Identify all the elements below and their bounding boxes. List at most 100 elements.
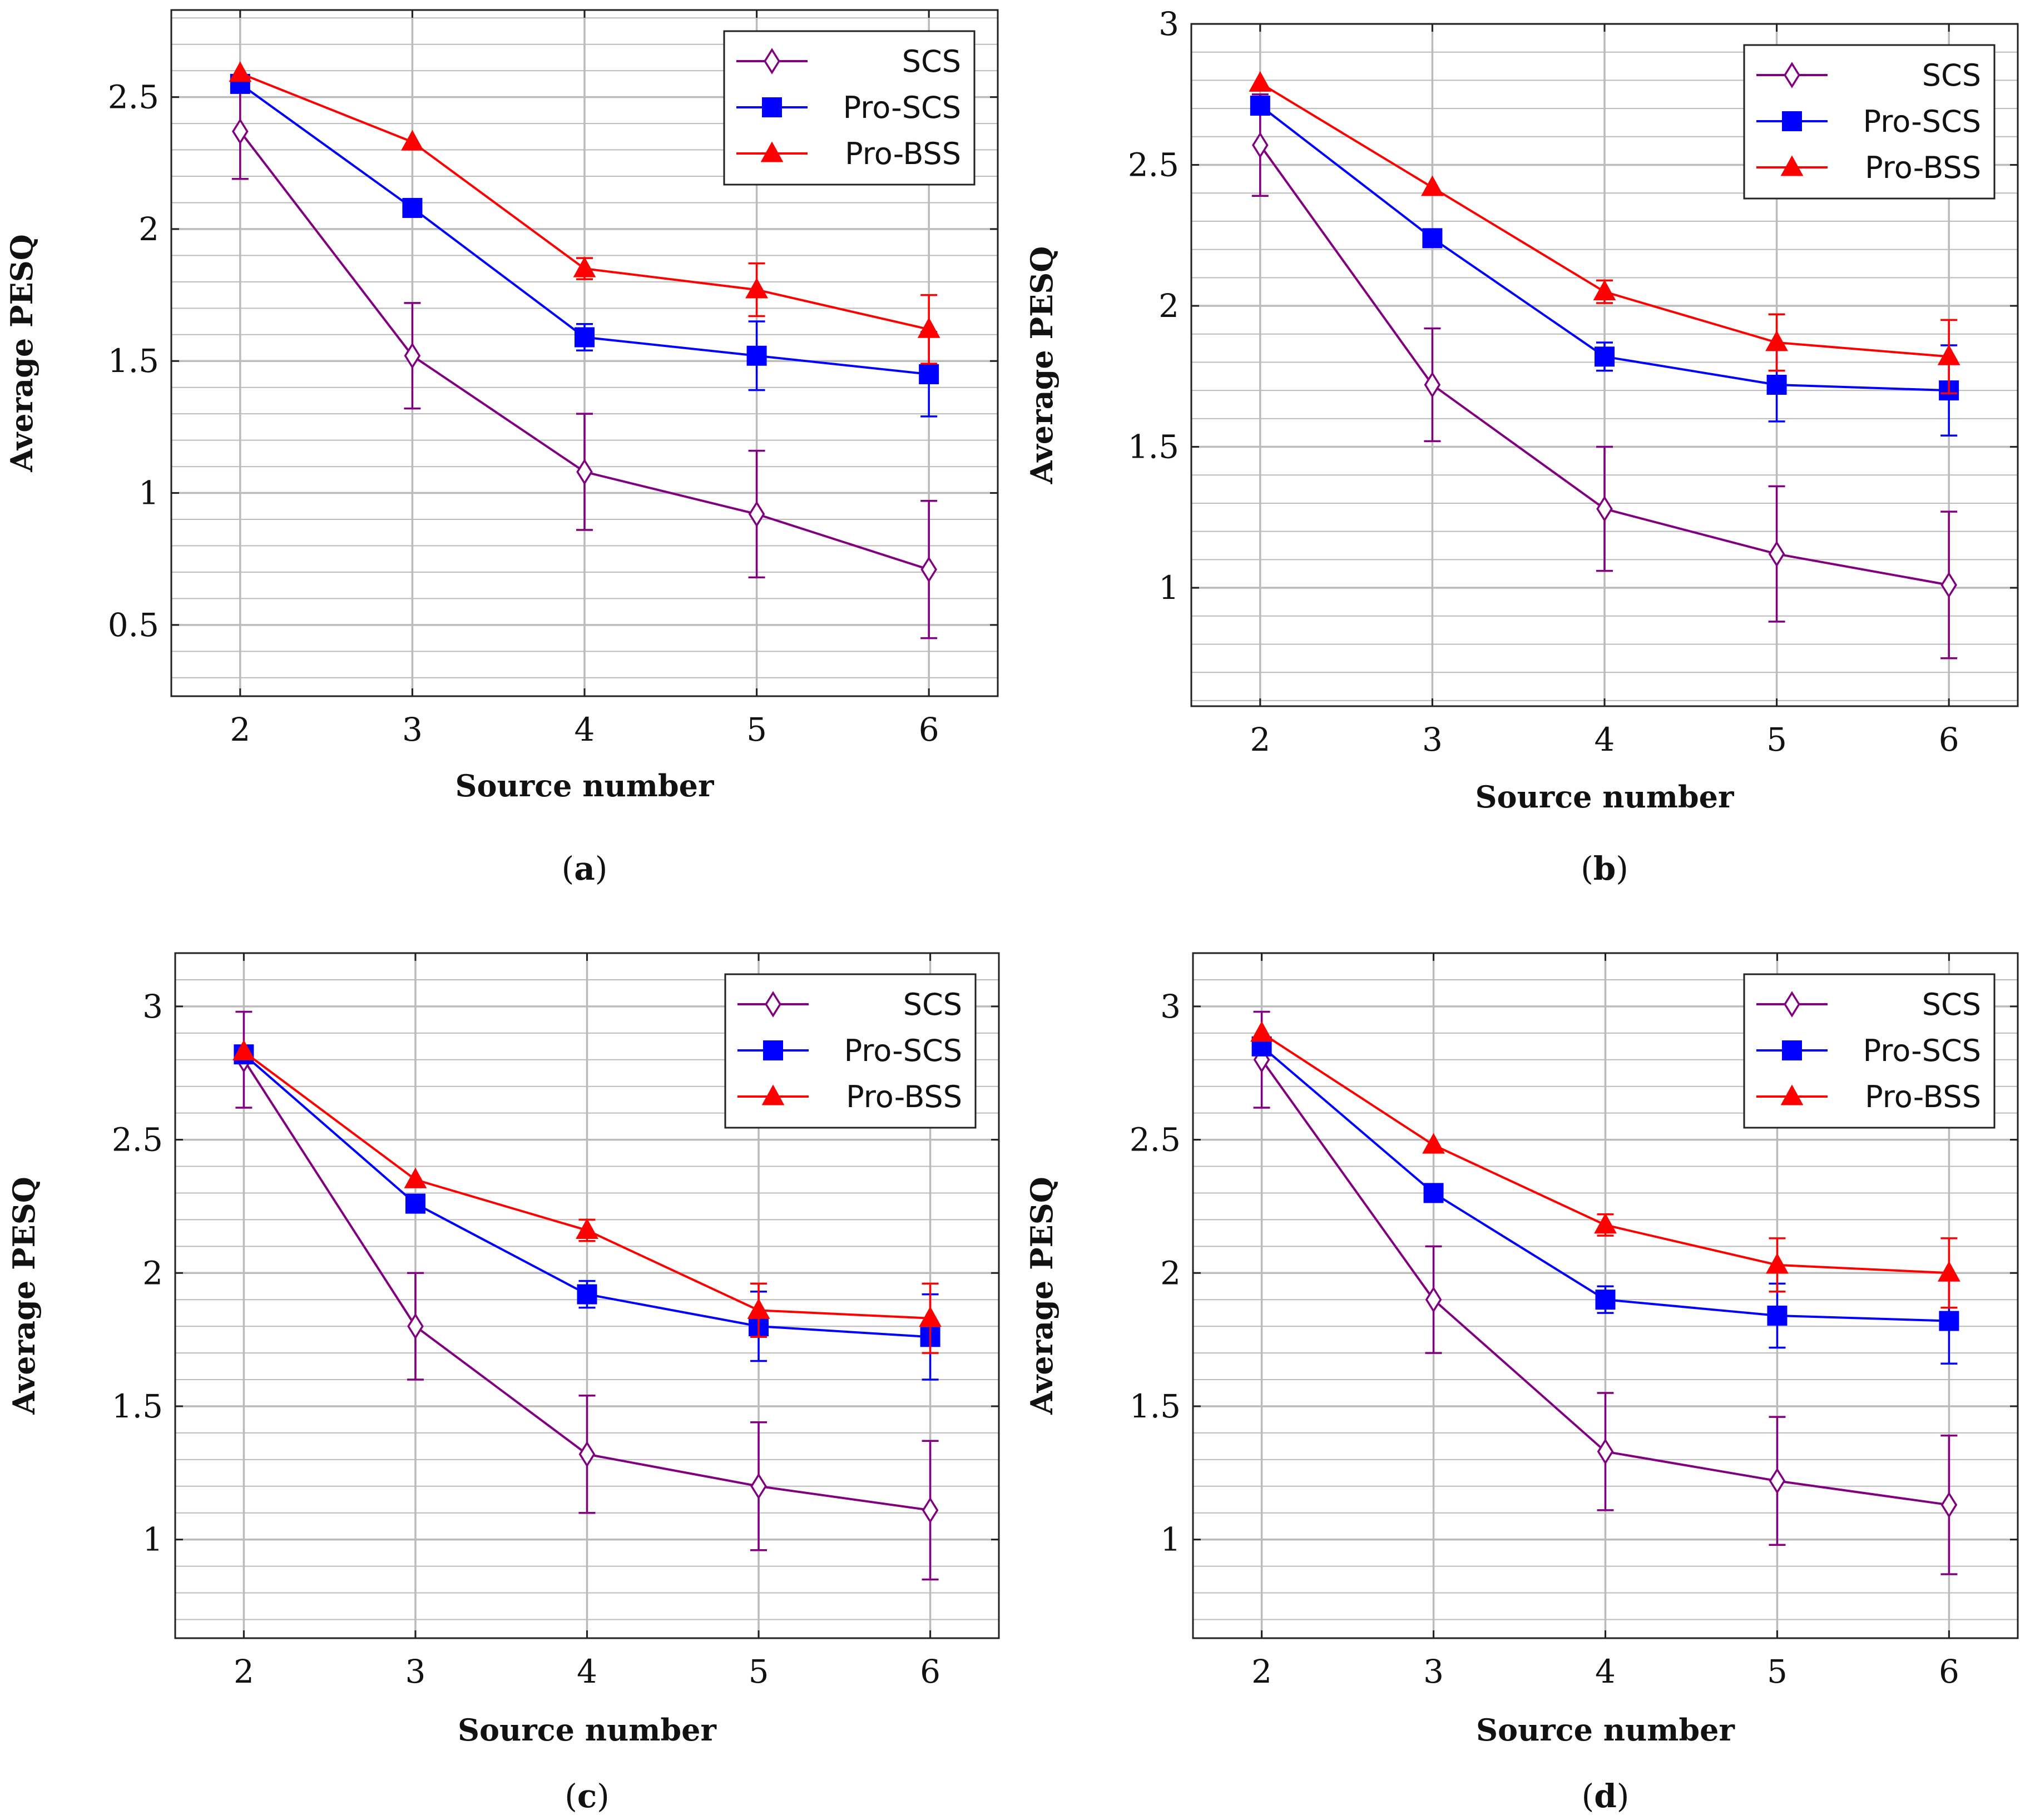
- legend-label: Pro-SCS: [1863, 1033, 1981, 1068]
- y-tick-label: 3: [1158, 5, 1179, 43]
- panel-label: (b): [1581, 850, 1628, 887]
- legend: SCS Pro-SCS Pro-BSS: [723, 30, 976, 186]
- y-tick-label: 1: [1160, 1521, 1181, 1559]
- legend-label: SCS: [903, 987, 962, 1022]
- x-tick-label: 4: [1595, 721, 1615, 758]
- series-pro-bss: [1249, 71, 1960, 394]
- chart-panel-d: 1 1.5 2 2.5 3 2 3 4 5 6 Source number Average PESQ (…: [1024, 952, 2019, 1815]
- data-point: [1939, 1311, 1959, 1331]
- x-tick-label: 5: [1766, 721, 1787, 758]
- y-tick-label: 1.5: [1130, 1387, 1181, 1425]
- data-point: [1595, 346, 1615, 367]
- series-scs: [1251, 93, 1958, 659]
- y-tick-label: 2.5: [1128, 146, 1179, 184]
- data-point: [573, 256, 596, 277]
- legend-marker: [1782, 1040, 1802, 1060]
- data-point: [232, 1039, 255, 1060]
- panel-label: (c): [565, 1777, 610, 1815]
- data-point: [920, 556, 937, 583]
- y-axis-label: Average PESQ: [1024, 1177, 1059, 1415]
- data-point: [407, 1313, 424, 1340]
- series-pro-bss: [232, 1039, 942, 1354]
- legend-item: Pro-SCS: [736, 90, 961, 125]
- data-point: [578, 1441, 596, 1467]
- data-point: [1593, 280, 1616, 301]
- legend-label: Pro-SCS: [843, 90, 961, 125]
- y-tick-label: 3: [1160, 988, 1181, 1025]
- legend-label: Pro-BSS: [1865, 1079, 1981, 1114]
- data-point: [1937, 344, 1960, 365]
- data-point: [1250, 1021, 1273, 1042]
- y-tick-label: 1.5: [112, 1387, 163, 1425]
- legend-label: Pro-BSS: [846, 1079, 962, 1114]
- data-point: [1250, 96, 1270, 116]
- data-point: [232, 118, 249, 145]
- x-tick-label: 6: [919, 711, 939, 748]
- legend-marker: [764, 48, 780, 75]
- series-pro-bss: [229, 61, 940, 365]
- chart-panel-a: 0.5 1 1.5 2 2.5 2 3 4 5 6 Source number Average PES…: [4, 9, 999, 887]
- legend-marker: [765, 991, 781, 1018]
- legend-item: SCS: [1756, 987, 1981, 1022]
- data-point: [401, 130, 424, 151]
- data-point: [1423, 1183, 1444, 1203]
- data-point: [1768, 540, 1785, 567]
- data-point: [576, 458, 593, 485]
- legend-marker: [1782, 111, 1802, 131]
- y-tick-label: 0.5: [108, 606, 159, 644]
- legend-item: Pro-BSS: [736, 136, 961, 171]
- legend-label: Pro-BSS: [1865, 150, 1981, 185]
- x-tick-label: 3: [402, 711, 423, 748]
- data-point: [919, 364, 939, 384]
- data-point: [405, 1193, 425, 1214]
- legend-label: Pro-SCS: [1863, 104, 1981, 139]
- x-tick-label: 5: [746, 711, 767, 748]
- y-tick-label: 2: [142, 1254, 163, 1292]
- y-tick-label: 2: [1160, 1254, 1181, 1292]
- data-point: [1422, 228, 1443, 249]
- legend-label: SCS: [1922, 987, 1981, 1022]
- legend-marker: [1780, 1084, 1804, 1105]
- panel-label-letter: c: [577, 1777, 597, 1815]
- legend-marker: [763, 1040, 783, 1060]
- data-point: [1595, 1290, 1616, 1310]
- x-axis-label: Source number: [458, 1712, 717, 1748]
- legend-item: SCS: [736, 44, 961, 79]
- x-tick-label: 3: [405, 1653, 426, 1690]
- data-point: [1252, 132, 1269, 158]
- legend-label: SCS: [1922, 58, 1981, 93]
- data-point: [1249, 71, 1272, 92]
- data-point: [922, 1497, 939, 1524]
- data-point: [1594, 1213, 1617, 1234]
- chart-panel-b: 1 1.5 2 2.5 3 2 3 4 5 6 Source number Average PESQ (…: [1024, 5, 2019, 887]
- data-point: [1425, 1286, 1442, 1313]
- panel-label-letter: d: [1594, 1777, 1617, 1815]
- series-pro-scs: [1251, 1036, 1959, 1365]
- x-tick-label: 3: [1422, 721, 1443, 758]
- series-pro-bss: [1250, 1021, 1960, 1309]
- legend-label: SCS: [902, 44, 961, 79]
- data-point: [1940, 1491, 1958, 1519]
- data-point: [1765, 330, 1788, 351]
- legend-item: Pro-SCS: [1756, 104, 1981, 139]
- x-tick-label: 2: [234, 1653, 254, 1690]
- data-point: [746, 345, 767, 366]
- x-axis-label: Source number: [455, 768, 715, 804]
- data-point: [1940, 572, 1957, 598]
- legend-label: Pro-SCS: [844, 1033, 962, 1068]
- data-point: [577, 1284, 597, 1305]
- data-point: [1597, 1438, 1614, 1465]
- x-tick-label: 5: [1767, 1653, 1788, 1690]
- y-axis-label: Average PESQ: [1024, 246, 1059, 485]
- y-tick-label: 2.5: [1130, 1121, 1181, 1159]
- x-axis-label: Source number: [1476, 1712, 1735, 1748]
- x-tick-label: 6: [920, 1653, 940, 1690]
- legend-item: Pro-SCS: [737, 1033, 962, 1068]
- x-tick-label: 2: [1250, 721, 1270, 758]
- legend: SCS Pro-SCS Pro-BSS: [724, 973, 977, 1129]
- x-tick-label: 6: [1939, 721, 1959, 758]
- legend: SCS Pro-SCS Pro-BSS: [1743, 44, 1996, 200]
- data-point: [404, 343, 421, 369]
- panel-label-letter: a: [574, 850, 595, 887]
- data-point: [1424, 371, 1441, 398]
